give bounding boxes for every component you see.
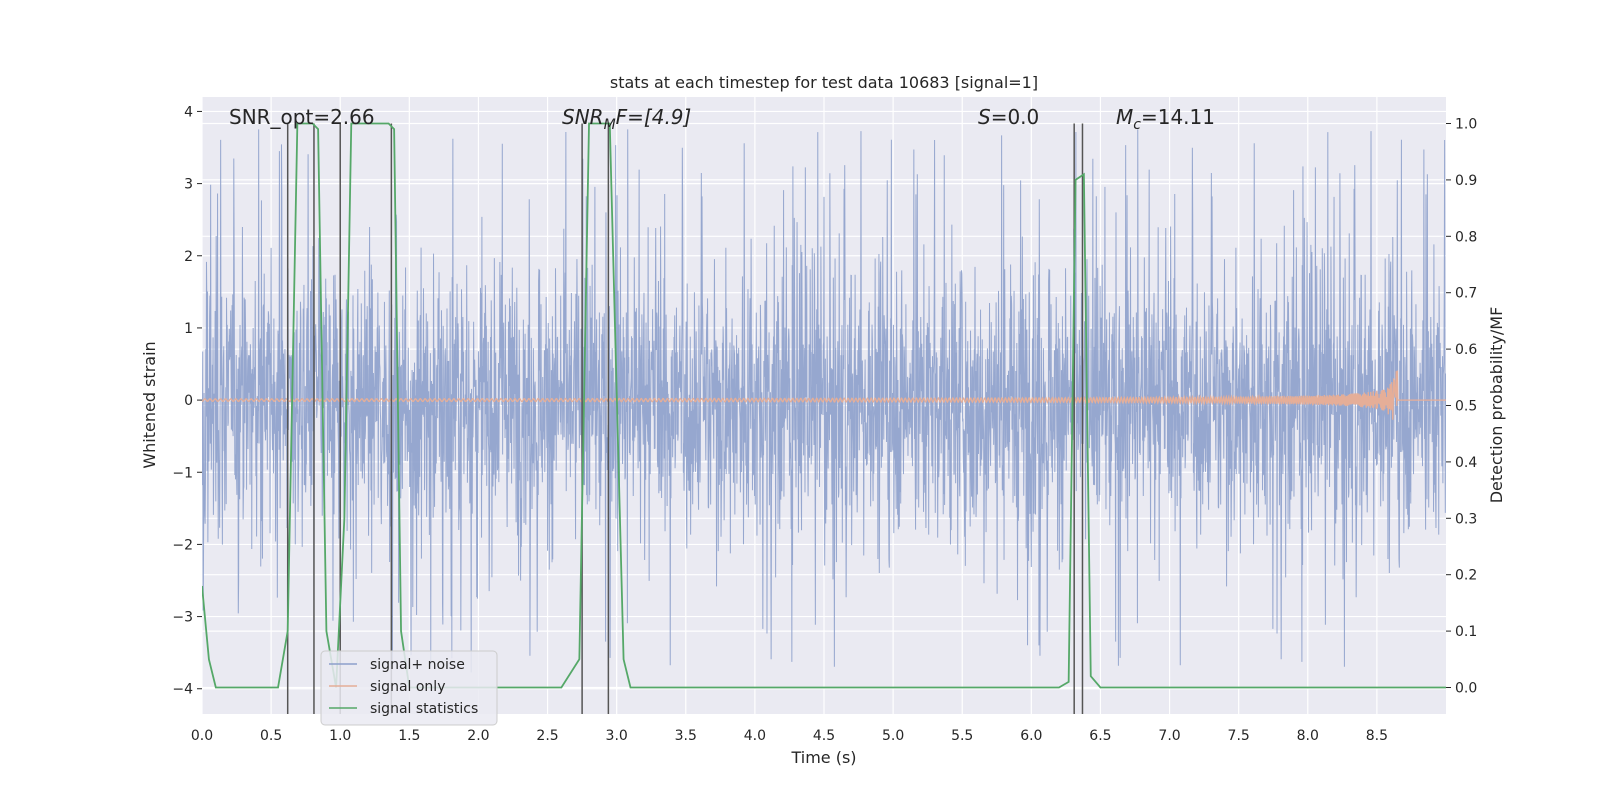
legend-label-signal-statistics: signal statistics <box>370 701 478 717</box>
y-right-tick-label: 0.5 <box>1455 399 1477 415</box>
y-axis-label-right: Detection probability/MF <box>1487 307 1506 504</box>
signal-only-line <box>202 370 1446 420</box>
x-tick-label: 2.0 <box>467 728 489 744</box>
y-right-tick-label: 0.0 <box>1455 680 1477 696</box>
x-tick-label: 8.5 <box>1366 728 1388 744</box>
x-tick-label: 3.0 <box>606 728 628 744</box>
chart-title: stats at each timestep for test data 106… <box>610 73 1038 92</box>
annotation-snr-mf: SNRMF=[4.9] <box>562 105 691 133</box>
y-tick-label: −1 <box>172 465 193 481</box>
x-tick-label: 6.0 <box>1020 728 1042 744</box>
x-tick-label: 8.0 <box>1297 728 1319 744</box>
x-tick-labels: 0.0 0.5 1.0 1.5 2.0 2.5 3.0 3.5 4.0 4.5 5.0 5.5 6.0 6… <box>191 728 1388 744</box>
y-tick-label: 1 <box>184 321 193 337</box>
x-tick-label: 6.5 <box>1089 728 1111 744</box>
y-tick-label: 0 <box>184 393 193 409</box>
y-right-tick-label: 0.8 <box>1455 229 1477 245</box>
y-tick-label: 2 <box>184 249 193 265</box>
series-signal-statistics <box>202 122 1446 689</box>
x-tick-label: 3.5 <box>675 728 697 744</box>
y-tick-label: 4 <box>184 104 193 120</box>
y-tick-labels-right: 1.0 0.9 0.8 0.7 0.6 0.5 0.4 0.3 0.2 0.1 0.0 <box>1446 117 1477 696</box>
annotation-mc: Mc=14.11 <box>1116 105 1215 133</box>
y-right-tick-label: 0.2 <box>1455 568 1477 584</box>
y-tick-labels-left: 4 3 2 1 0 −1 −2 −3 −4 <box>172 104 202 698</box>
y-right-tick-label: 1.0 <box>1455 117 1477 133</box>
y-right-tick-label: 0.9 <box>1455 173 1477 189</box>
signal-plus-noise-line <box>202 129 1446 673</box>
legend-label-signal-only: signal only <box>370 679 445 695</box>
series-signal-only <box>202 370 1446 420</box>
x-tick-label: 4.5 <box>813 728 835 744</box>
y-tick-label: −2 <box>172 537 193 553</box>
annotation-s: S=0.0 <box>978 105 1039 129</box>
legend-label-signal-plus-noise: signal+ noise <box>370 657 465 673</box>
y-right-tick-label: 0.1 <box>1455 624 1477 640</box>
y-tick-label: −3 <box>172 610 193 626</box>
y-tick-label: −4 <box>172 682 193 698</box>
y-axis-label-left: Whitened strain <box>140 341 159 468</box>
x-tick-label: 2.5 <box>536 728 558 744</box>
annotation-snr-opt: SNR_opt=2.66 <box>229 105 375 129</box>
legend-box <box>320 650 498 726</box>
x-tick-label: 1.0 <box>329 728 351 744</box>
x-tick-label: 5.0 <box>882 728 904 744</box>
x-tick-label: 4.0 <box>744 728 766 744</box>
x-tick-label: 5.5 <box>951 728 973 744</box>
x-tick-label: 0.0 <box>191 728 213 744</box>
x-tick-label: 7.5 <box>1228 728 1250 744</box>
x-tick-label: 1.5 <box>398 728 420 744</box>
y-tick-label: 3 <box>184 177 193 193</box>
x-axis-label: Time (s) <box>790 748 856 767</box>
x-tick-label: 7.0 <box>1158 728 1180 744</box>
y-right-tick-label: 0.3 <box>1455 511 1477 527</box>
signal-statistics-line <box>202 122 1446 689</box>
y-right-tick-label: 0.4 <box>1455 455 1477 471</box>
x-tick-label: 0.5 <box>260 728 282 744</box>
y-right-tick-label: 0.6 <box>1455 342 1477 358</box>
legend: signal+ noise signal only signal statist… <box>320 650 498 726</box>
y-right-tick-label: 0.7 <box>1455 286 1477 302</box>
series-signal-plus-noise <box>202 129 1446 673</box>
